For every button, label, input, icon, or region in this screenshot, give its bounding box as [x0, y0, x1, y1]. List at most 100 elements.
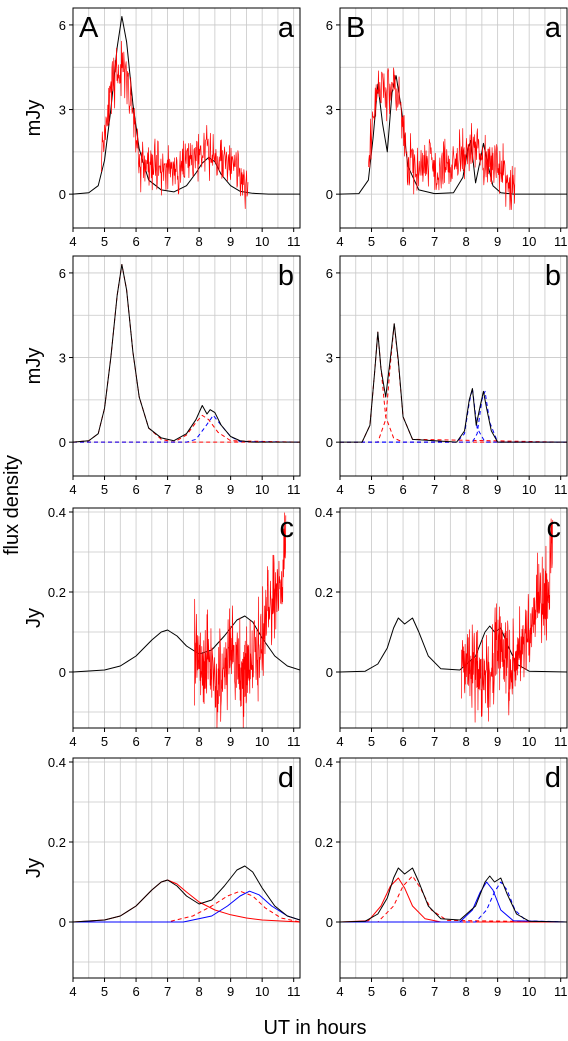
- y-axis-label: Jy: [23, 608, 45, 628]
- x-tick-label: 6: [132, 734, 139, 749]
- y-tick-label: 0: [59, 435, 66, 450]
- x-tick-label: 11: [554, 984, 568, 999]
- y-tick-label: 6: [59, 18, 66, 33]
- panel-frame: [339, 255, 568, 477]
- x-tick-label: 6: [132, 234, 139, 249]
- series-model-5: [340, 867, 567, 923]
- common-ylabel: flux density: [1, 455, 23, 555]
- x-tick-label: 4: [336, 984, 343, 999]
- plot-area: [340, 518, 567, 723]
- panel-label-left: A: [79, 12, 99, 44]
- x-tick-label: 10: [255, 984, 269, 999]
- panel-A-c: 4 5 6 7 8 9 10 11 0 0.2 0.4 Jy c: [23, 505, 301, 749]
- plot-area: [340, 67, 567, 211]
- series-component-3: [73, 414, 300, 443]
- y-tick-label: 3: [326, 351, 333, 366]
- y-tick-label: 6: [326, 266, 333, 281]
- x-tick-label: 5: [101, 734, 108, 749]
- x-tick-label: 6: [132, 984, 139, 999]
- x-tick-label: 9: [227, 734, 234, 749]
- y-axis-label: mJy: [23, 100, 45, 137]
- series-component-1: [340, 331, 567, 443]
- panel-label-right: c: [547, 512, 562, 544]
- x-tick-label: 8: [462, 234, 469, 249]
- x-tick-label: 4: [69, 984, 76, 999]
- x-tick-label: 8: [195, 734, 202, 749]
- x-tick-label: 5: [101, 984, 108, 999]
- panel-frame: [339, 7, 568, 229]
- x-tick-label: 7: [164, 734, 171, 749]
- panel-frame: [72, 507, 301, 729]
- x-tick-label: 7: [164, 234, 171, 249]
- series-component-2: [73, 890, 300, 923]
- y-tick-label: 0: [326, 435, 333, 450]
- x-tick-label: 10: [522, 234, 536, 249]
- x-tick-label: 4: [336, 482, 343, 497]
- x-tick-label: 8: [195, 234, 202, 249]
- x-tick-label: 9: [227, 234, 234, 249]
- y-tick-label: 0.4: [48, 505, 66, 520]
- panel-A-d: 4 5 6 7 8 9 10 11 0 0.2 0.4 Jy d: [23, 755, 301, 999]
- x-tick-label: 10: [522, 482, 536, 497]
- series-component-4: [340, 390, 567, 443]
- y-axis-label: mJy: [23, 348, 45, 385]
- x-tick-label: 10: [255, 734, 269, 749]
- y-tick-label: 0.2: [48, 835, 66, 850]
- series-model-1: [340, 75, 567, 195]
- y-tick-label: 0: [59, 665, 66, 680]
- x-tick-label: 11: [554, 482, 568, 497]
- series-component-1: [73, 263, 300, 443]
- plot-area: [340, 323, 567, 443]
- x-tick-label: 6: [399, 984, 406, 999]
- series-observed-2: [101, 40, 249, 209]
- y-tick-label: 6: [326, 18, 333, 33]
- panel-frame: [339, 757, 568, 979]
- x-tick-label: 10: [255, 482, 269, 497]
- x-tick-label: 8: [195, 482, 202, 497]
- y-tick-label: 0.2: [48, 585, 66, 600]
- y-tick-label: 0.2: [315, 835, 333, 850]
- x-tick-label: 7: [164, 482, 171, 497]
- panel-label-right: a: [545, 12, 562, 44]
- x-tick-label: 9: [494, 482, 501, 497]
- y-tick-label: 3: [59, 103, 66, 118]
- panel-B-b: 4 5 6 7 8 9 10 11 0 3 6 b: [326, 255, 568, 497]
- x-tick-label: 8: [462, 482, 469, 497]
- x-tick-label: 5: [368, 482, 375, 497]
- x-tick-label: 5: [101, 482, 108, 497]
- x-tick-label: 6: [399, 482, 406, 497]
- series-model-1: [73, 15, 300, 195]
- x-tick-label: 4: [336, 734, 343, 749]
- x-tick-label: 8: [462, 734, 469, 749]
- y-tick-label: 0: [326, 187, 333, 202]
- plot-area: [73, 15, 300, 209]
- panel-frame: [339, 507, 568, 729]
- x-tick-label: 7: [164, 984, 171, 999]
- series-component-3: [73, 890, 300, 923]
- x-tick-label: 4: [69, 482, 76, 497]
- x-tick-label: 7: [431, 482, 438, 497]
- x-tick-label: 9: [227, 482, 234, 497]
- x-tick-label: 4: [69, 234, 76, 249]
- series-model-4: [73, 263, 300, 443]
- y-tick-label: 0: [59, 187, 66, 202]
- x-tick-label: 9: [494, 234, 501, 249]
- plot-area: [340, 867, 567, 923]
- panel-label-right: b: [545, 260, 561, 292]
- y-tick-label: 0.4: [315, 755, 333, 770]
- panel-A-b: 4 5 6 7 8 9 10 11 0 3 6 mJy b: [23, 255, 301, 497]
- panel-B-d: 4 5 6 7 8 9 10 11 0 0.2 0.4 d: [315, 755, 568, 999]
- series-observed-2: [194, 512, 287, 728]
- panel-B-c: 4 5 6 7 8 9 10 11 0 0.2 0.4 c: [315, 505, 568, 749]
- panel-frame: [72, 757, 301, 979]
- x-tick-label: 10: [522, 984, 536, 999]
- x-tick-label: 9: [227, 984, 234, 999]
- x-tick-label: 6: [399, 734, 406, 749]
- x-tick-label: 4: [69, 734, 76, 749]
- x-tick-label: 11: [554, 234, 568, 249]
- panel-label-right: c: [280, 512, 295, 544]
- x-tick-label: 11: [287, 234, 301, 249]
